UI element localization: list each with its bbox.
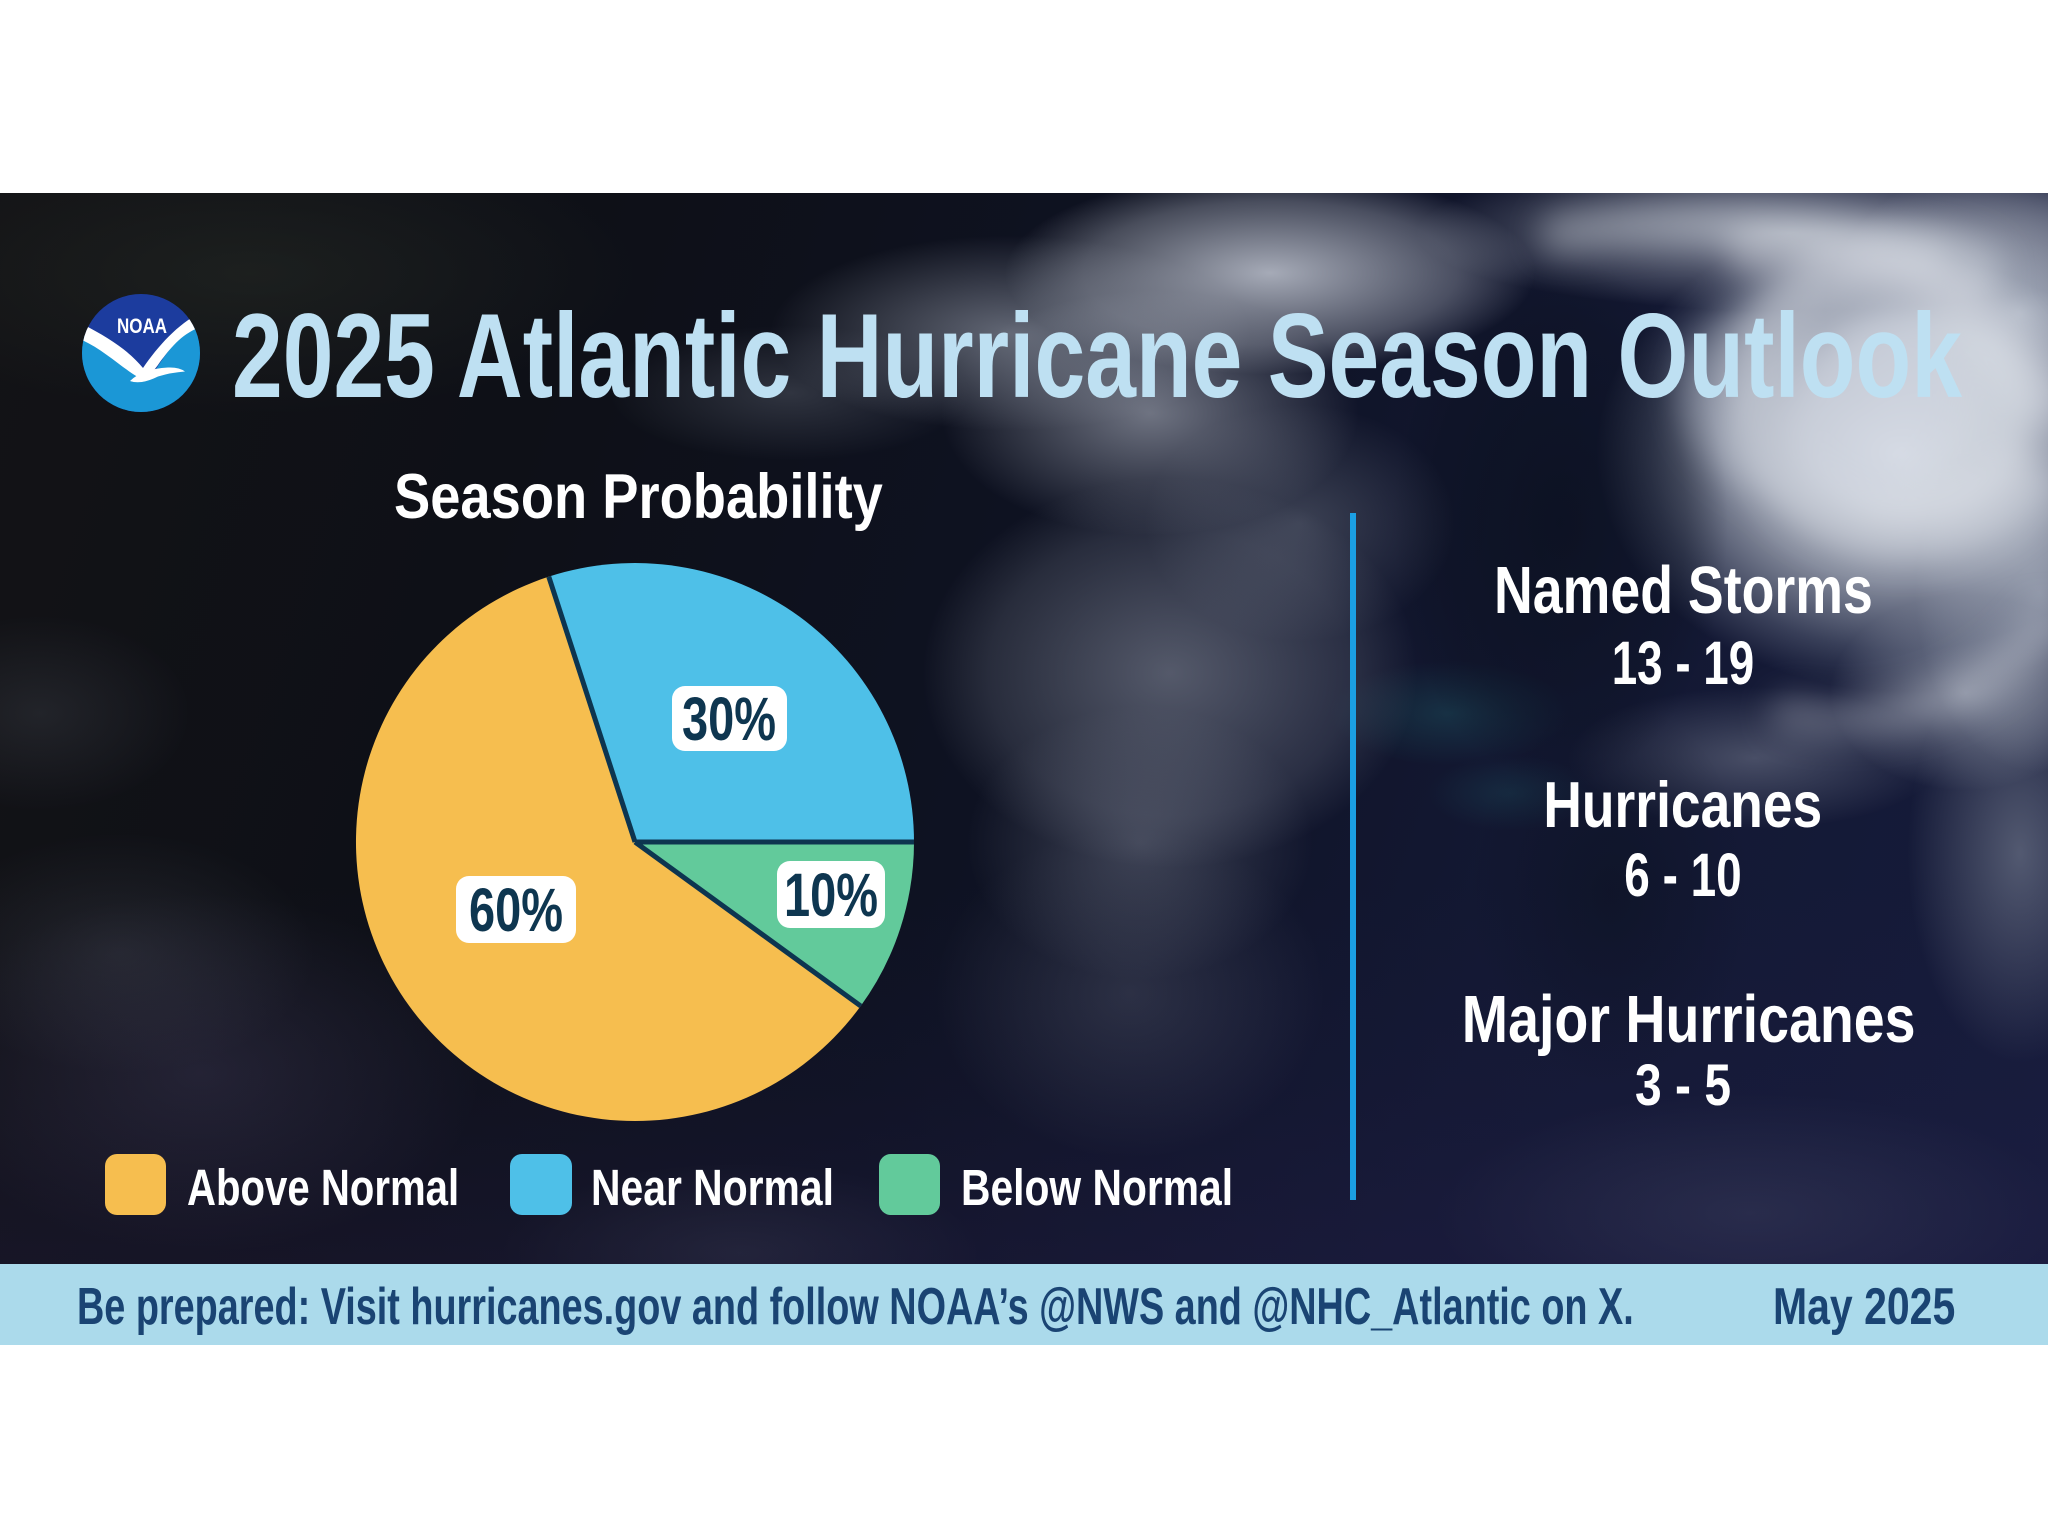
svg-text:NOAA: NOAA xyxy=(117,314,167,338)
